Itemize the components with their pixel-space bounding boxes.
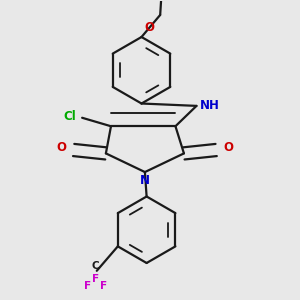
Text: O: O [56, 141, 66, 154]
Text: N: N [140, 174, 150, 187]
Text: F: F [92, 274, 99, 284]
Text: F: F [100, 281, 107, 291]
Text: NH: NH [200, 99, 220, 112]
Text: C: C [92, 262, 99, 272]
Text: F: F [84, 281, 91, 291]
Text: O: O [144, 21, 154, 34]
Text: O: O [224, 141, 234, 154]
Text: Cl: Cl [63, 110, 76, 123]
